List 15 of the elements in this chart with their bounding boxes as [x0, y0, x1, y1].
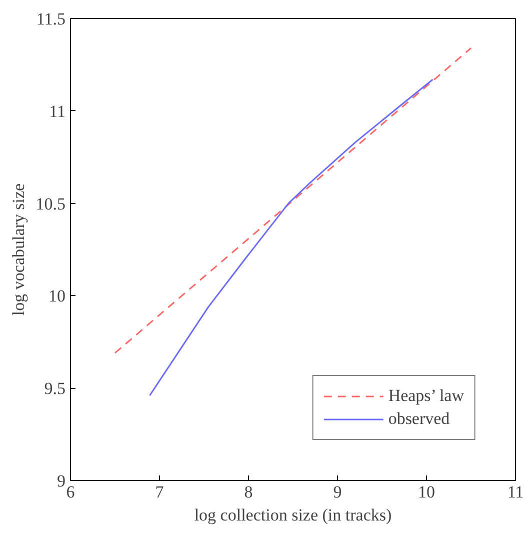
legend-label: observed — [388, 409, 450, 429]
x-tick-label: 9 — [333, 482, 342, 502]
legend-label: Heaps’ law — [388, 386, 464, 406]
x-tick-label: 8 — [244, 482, 253, 502]
y-tick-label: 10 — [48, 286, 66, 306]
x-tick-label: 11 — [507, 482, 524, 502]
y-tick-label: 11.5 — [36, 10, 66, 28]
x-tick-label: 7 — [155, 482, 164, 502]
y-axis-title: log vocabulary size — [8, 183, 28, 316]
y-tick-label: 10.5 — [36, 194, 66, 214]
x-tick-label: 6 — [66, 482, 75, 502]
y-tick-label: 11 — [49, 102, 66, 121]
x-axis-title: log collection size (in tracks) — [194, 506, 392, 524]
x-tick-label: 10 — [418, 482, 435, 502]
y-tick-label: 9.5 — [44, 379, 66, 398]
